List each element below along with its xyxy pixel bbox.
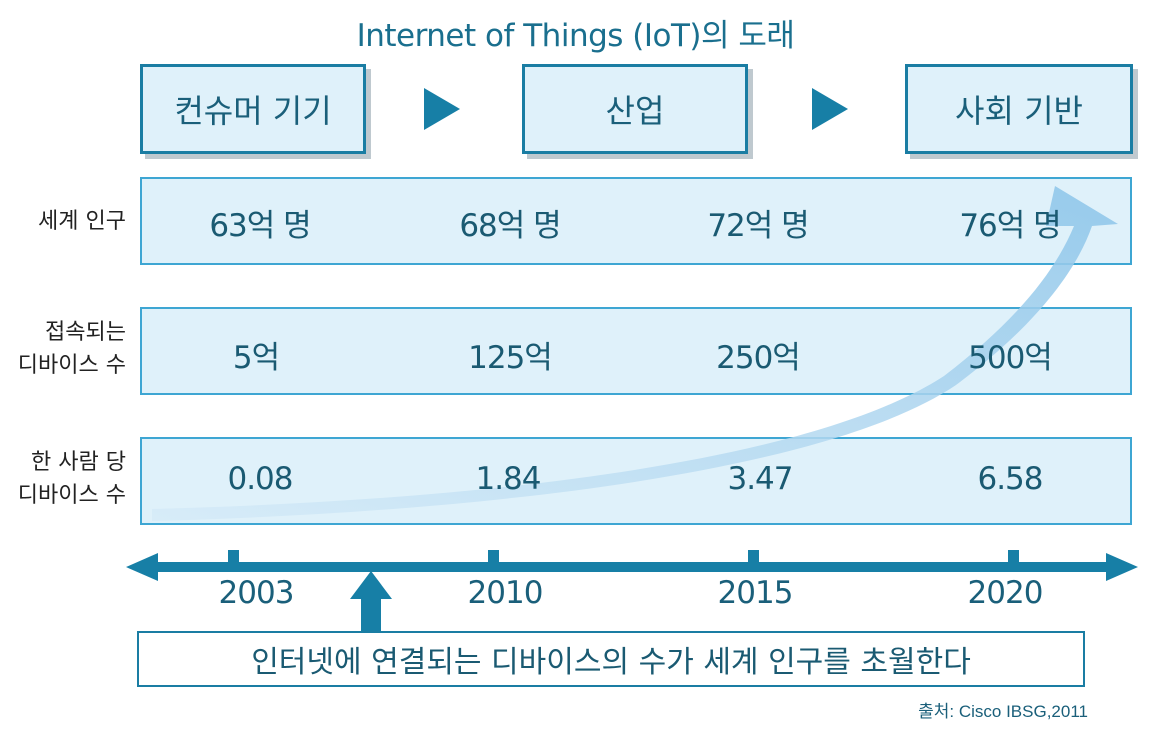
value-cell: 68억 명 bbox=[459, 208, 561, 244]
value-cell: 6.58 bbox=[977, 461, 1043, 497]
stage-social-infrastructure: 사회 기반 bbox=[905, 64, 1133, 154]
year-label: 2003 bbox=[218, 575, 295, 611]
right-arrowhead-icon bbox=[1106, 553, 1138, 581]
play-arrow-icon bbox=[424, 88, 460, 130]
row-label-world-population: 세계 인구 bbox=[38, 205, 126, 238]
value-cell: 250억 bbox=[716, 340, 801, 376]
stage-label: 컨슈머 기기 bbox=[174, 92, 332, 130]
row-label-line: 디바이스 수 bbox=[17, 483, 126, 508]
year-label: 2010 bbox=[467, 575, 544, 611]
timeline-tick bbox=[488, 550, 499, 564]
value-cell: 0.08 bbox=[227, 461, 293, 497]
value-cell: 63억 명 bbox=[209, 208, 311, 244]
source-citation: 출처: Cisco IBSG,2011 bbox=[918, 702, 1088, 721]
row-label-line: 한 사람 당 bbox=[31, 450, 126, 475]
timeline-tick bbox=[228, 550, 239, 564]
play-arrow-icon bbox=[812, 88, 848, 130]
row-label-connected-devices: 접속되는 디바이스 수 bbox=[18, 316, 126, 382]
timeline-tick bbox=[748, 550, 759, 564]
timeline-tick bbox=[1008, 550, 1019, 564]
value-cell: 3.47 bbox=[727, 461, 793, 497]
stage-label: 산업 bbox=[605, 92, 665, 130]
conclusion-box: 인터넷에 연결되는 디바이스의 수가 세계 인구를 초월한다 bbox=[137, 631, 1085, 687]
row-label-line: 접속되는 bbox=[45, 320, 126, 345]
diagram-title: Internet of Things (IoT)의 도래 bbox=[356, 18, 795, 54]
value-cell: 72억 명 bbox=[707, 208, 809, 244]
stage-consumer-devices: 컨슈머 기기 bbox=[140, 64, 366, 154]
value-cell: 125억 bbox=[468, 340, 553, 376]
value-cell: 1.84 bbox=[475, 461, 541, 497]
conclusion-text: 인터넷에 연결되는 디바이스의 수가 세계 인구를 초월한다 bbox=[251, 645, 971, 680]
value-cell: 500억 bbox=[968, 340, 1053, 376]
year-label: 2015 bbox=[717, 575, 794, 611]
stage-label: 사회 기반 bbox=[955, 92, 1083, 130]
row-label-devices-per-person: 한 사람 당 디바이스 수 bbox=[18, 446, 126, 512]
row-label-line: 디바이스 수 bbox=[17, 353, 126, 378]
row-label-line: 세계 인구 bbox=[38, 209, 126, 234]
value-cell: 5억 bbox=[232, 340, 280, 376]
stage-industry: 산업 bbox=[522, 64, 748, 154]
year-label: 2020 bbox=[967, 575, 1044, 611]
timeline-bar bbox=[150, 562, 1112, 572]
left-arrowhead-icon bbox=[126, 553, 158, 581]
up-arrow-icon bbox=[350, 571, 392, 631]
value-cell: 76억 명 bbox=[959, 208, 1061, 244]
